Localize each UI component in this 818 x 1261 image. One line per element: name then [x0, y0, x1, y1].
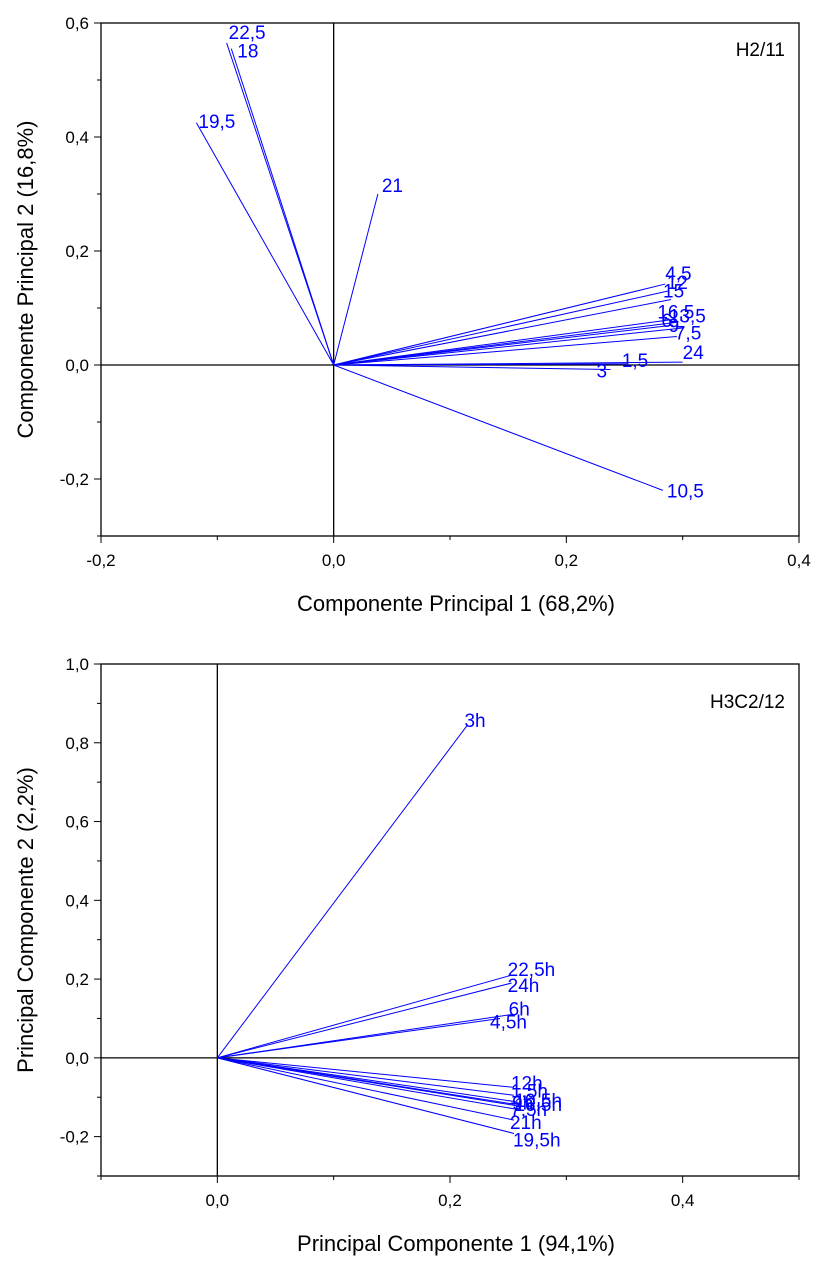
loading-vector [333, 298, 672, 366]
chart-panel-top: -0,2 0,0 0,2 0,4 -0,2 0,0 0,2 0,4 0,6 Componente … [13, 14, 811, 616]
vector-label: 24 [683, 343, 705, 364]
x-axis-title: Principal Componente 1 (94,1%) [297, 1231, 615, 1256]
panel-title: H3C2/12 [710, 692, 785, 713]
vector-label: 6h [509, 1000, 530, 1021]
y-tick-label: 0,0 [65, 356, 89, 375]
y-tick-label: 0,4 [65, 891, 89, 910]
loading-vector [333, 193, 379, 366]
y-tick-label: 0,4 [65, 128, 89, 147]
x-tick-label: -0,2 [86, 551, 115, 570]
loading-vector [333, 364, 611, 371]
vector-label: 19,5h [513, 1130, 561, 1151]
vector-label: 21h [510, 1113, 542, 1134]
vector-label: 16,5h [514, 1095, 562, 1116]
vector-label: 3 [597, 362, 608, 383]
loading-vector [217, 1057, 515, 1088]
loading-vector [217, 1057, 518, 1107]
vector-label: 19,5 [198, 112, 235, 133]
x-tick-label: 0,2 [555, 551, 579, 570]
vector-label: 4,5h [490, 1012, 527, 1033]
vector-label: 15 [663, 281, 684, 302]
vector-label: 22,5h [508, 960, 556, 981]
loading-vector [195, 122, 335, 366]
loading-vector [217, 1057, 516, 1110]
y-tick-label: 0,8 [65, 734, 89, 753]
loading-vector [230, 48, 335, 366]
vector-label: 13,5 [669, 306, 706, 327]
y-tick-label: 1,0 [65, 655, 89, 674]
loading-vector [333, 364, 664, 491]
x-tick-label: 0,4 [787, 551, 811, 570]
loading-vector [217, 974, 512, 1059]
vector-label: 12 [667, 273, 688, 294]
panel-title: H2/11 [736, 40, 785, 61]
y-tick-label: -0,2 [60, 470, 89, 489]
loading-vector [217, 1057, 515, 1096]
y-tick-label: 0,6 [65, 813, 89, 832]
plot-frame [100, 663, 800, 1177]
vector-label: 6 [661, 311, 672, 332]
loading-vector [333, 363, 627, 366]
loading-vector [217, 1057, 515, 1134]
loading-vector [333, 327, 683, 366]
x-tick-label: 0,4 [671, 1191, 695, 1210]
vector-label: 16,5 [657, 302, 694, 323]
vector-label: 4,5 [665, 264, 691, 285]
x-tick-label: 0,2 [438, 1191, 462, 1210]
vector-label: 9 [669, 316, 680, 337]
loading-vector [217, 1017, 501, 1059]
y-tick-label: 0,6 [65, 14, 89, 33]
x-axis-title: Componente Principal 1 (68,2%) [297, 591, 615, 616]
chart-panel-bottom: 0,0 0,2 0,4 -0,2 0,0 0,2 0,4 0,6 0,8 1,0 Principal… [13, 655, 800, 1256]
vector-label: 1,5h [511, 1081, 548, 1102]
vector-label: 18 [237, 42, 258, 63]
y-tick-label: 0,2 [65, 970, 89, 989]
vector-label: 24h [508, 976, 540, 997]
vector-label: 10,5 [667, 481, 704, 502]
vector-label: 9h [512, 1093, 533, 1114]
loading-vector [333, 336, 677, 366]
y-axis-title: Componente Principal 2 (16,8%) [13, 121, 38, 439]
vector-label: 3h [464, 711, 485, 732]
x-tick-label: 0,0 [206, 1191, 230, 1210]
vector-label: 7,5h [510, 1100, 547, 1121]
loading-vector [333, 290, 669, 366]
y-tick-label: 0,2 [65, 242, 89, 261]
loading-vector [217, 1057, 515, 1121]
vector-label: 22,5 [229, 23, 266, 44]
y-tick-label: 0,0 [65, 1049, 89, 1068]
loading-vector [217, 982, 512, 1059]
loading-vector [333, 283, 666, 366]
loading-vector [216, 724, 468, 1059]
y-tick-label: -0,2 [60, 1128, 89, 1147]
loading-vector [333, 324, 674, 366]
vector-label: 10,5h [514, 1091, 562, 1112]
vector-label: 21 [382, 176, 403, 197]
vector-label: 12h [511, 1073, 543, 1094]
x-tick-label: 0,0 [322, 551, 346, 570]
plot-frame [100, 22, 800, 537]
loading-vector [333, 318, 674, 366]
vector-label: 1,5 [622, 351, 648, 372]
y-axis-title: Principal Componente 2 (2,2%) [13, 767, 38, 1073]
vector-label: 7,5 [675, 324, 701, 345]
